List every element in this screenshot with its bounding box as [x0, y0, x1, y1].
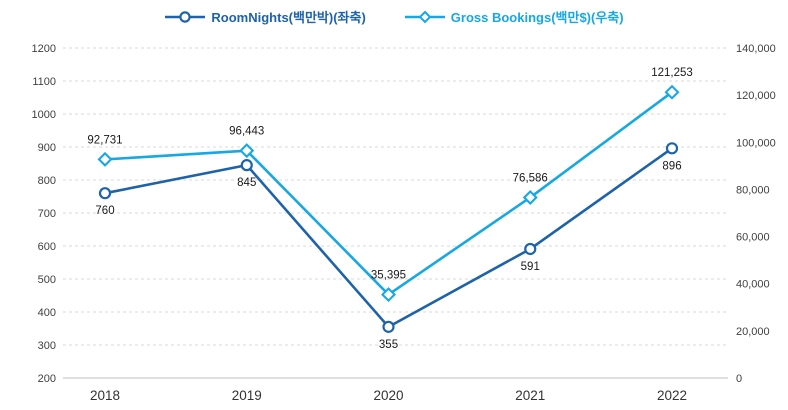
right-axis-tick: 40,000 — [736, 279, 770, 291]
left-axis-tick: 400 — [38, 307, 56, 319]
left-axis-tick: 1200 — [32, 43, 56, 55]
x-axis-label: 2021 — [515, 388, 545, 403]
data-label: 845 — [237, 177, 256, 189]
chart-legend: RoomNights(백만박)(좌축) Gross Bookings(백만$)(… — [0, 7, 788, 26]
data-label: 896 — [662, 160, 681, 172]
data-label: 121,253 — [651, 67, 693, 79]
x-axis-label: 2018 — [90, 388, 120, 403]
x-axis-label: 2022 — [657, 388, 687, 403]
right-axis-tick: 60,000 — [736, 232, 770, 244]
data-point-marker — [524, 242, 537, 256]
data-point-marker — [97, 151, 113, 167]
right-axis-tick: 0 — [736, 373, 742, 385]
diamond-marker-icon — [404, 10, 445, 23]
data-label: 92,731 — [87, 134, 122, 146]
left-axis-tick: 200 — [38, 373, 56, 385]
x-axis-labels: 2018 2019 2020 2021 2022 — [90, 388, 687, 403]
series-line — [103, 90, 674, 296]
left-axis-tick: 300 — [38, 340, 56, 352]
data-point-marker — [665, 142, 679, 155]
data-point-marker — [382, 320, 395, 333]
circle-marker-icon — [165, 10, 206, 23]
legend-item-roomnights: RoomNights(백만박)(좌축) — [164, 7, 366, 26]
left-axis-ticks: 200 300 400 500 600 700 800 900 1000 1100 1200 — [32, 43, 56, 385]
data-point-marker — [240, 159, 253, 172]
left-axis-tick: 600 — [38, 241, 56, 253]
left-axis-tick: 900 — [38, 142, 56, 154]
data-label: 591 — [521, 261, 540, 273]
legend-label-roomnights: RoomNights(백만박)(좌축) — [211, 10, 366, 25]
data-label: 96,443 — [229, 126, 264, 138]
left-axis-tick: 1100 — [32, 76, 56, 88]
gridlines — [63, 47, 728, 379]
data-label: 76,586 — [513, 172, 548, 184]
data-point-marker — [381, 287, 396, 303]
right-axis-tick: 20,000 — [736, 326, 770, 338]
legend-item-grossbookings: Gross Bookings(백만$)(우축) — [404, 7, 624, 26]
data-point-marker — [239, 143, 255, 159]
data-point-marker — [98, 187, 112, 200]
left-axis-tick: 500 — [38, 274, 56, 286]
left-axis-tick: 700 — [38, 208, 56, 220]
data-point-marker — [664, 84, 680, 100]
series-roomnights: 760 845 355 591 896 — [95, 142, 682, 351]
data-label: 355 — [379, 339, 398, 351]
right-axis-tick: 120,000 — [736, 90, 776, 102]
right-axis-ticks: 0 20,000 40,000 60,000 80,000 100,000 120,000 1… — [736, 43, 776, 385]
right-axis-tick: 80,000 — [736, 184, 770, 196]
series-grossbookings: 92,731 96,443 35,395 76,586 121,253 — [87, 67, 693, 303]
x-axis-label: 2020 — [373, 388, 403, 403]
legend-label-grossbookings: Gross Bookings(백만$)(우축) — [450, 10, 624, 25]
x-axis-label: 2019 — [232, 388, 262, 403]
right-axis-tick: 100,000 — [736, 137, 776, 149]
data-label: 35,395 — [371, 270, 406, 282]
left-axis-tick: 800 — [38, 175, 56, 187]
left-axis-tick: 1000 — [32, 109, 56, 121]
data-label: 760 — [95, 205, 114, 217]
data-point-marker — [522, 189, 538, 205]
right-axis-tick: 140,000 — [736, 43, 776, 55]
